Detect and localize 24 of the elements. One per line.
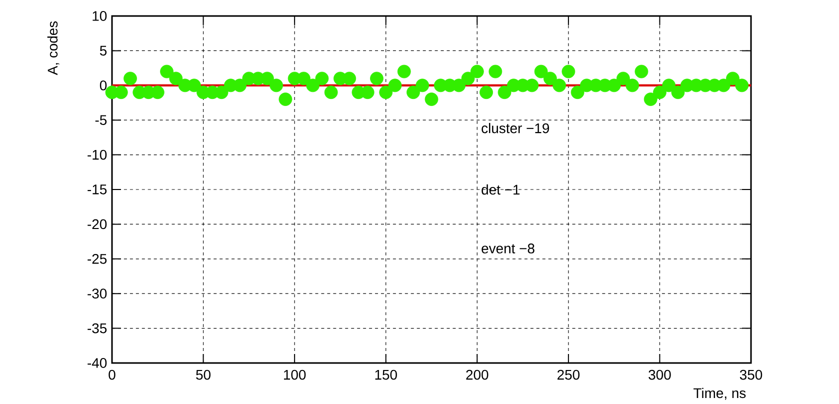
y-tick-label: -20	[88, 219, 107, 230]
annotation: cluster −19	[482, 122, 550, 134]
x-tick-label: 300	[648, 370, 671, 380]
y-tick-label: -5	[95, 115, 107, 125]
x-tick-label: 350	[740, 370, 762, 380]
x-axis-title: Time, ns	[694, 388, 746, 400]
y-tick-label: -10	[88, 150, 107, 160]
x-tick-label: 50	[196, 370, 211, 380]
y-tick-label: 5	[100, 46, 107, 56]
annotation: det −1	[482, 184, 520, 195]
annotation: event −8	[482, 244, 534, 254]
y-tick-label: -25	[88, 254, 107, 264]
y-tick-label: 10	[92, 11, 107, 21]
x-tick-label: 250	[558, 370, 580, 380]
x-tick-label: 200	[466, 370, 488, 380]
y-tick-label: -35	[88, 323, 107, 334]
y-axis-title: A, codes	[47, 21, 60, 76]
y-tick-label: -30	[88, 288, 107, 299]
x-tick-label: 0	[108, 370, 116, 380]
x-tick-label: 150	[375, 370, 397, 380]
y-tick-label: -40	[88, 358, 107, 368]
y-tick-label: -15	[88, 184, 107, 194]
y-tick-label: 0	[100, 80, 107, 90]
x-tick-label: 100	[284, 370, 306, 380]
